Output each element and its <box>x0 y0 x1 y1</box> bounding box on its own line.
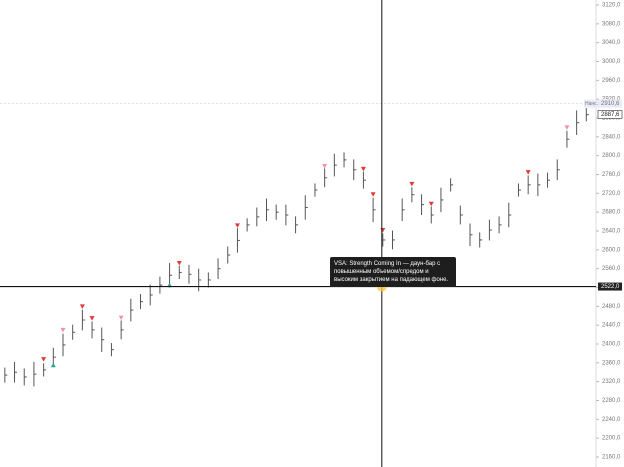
y-tick-label: 3040,0 <box>602 40 621 46</box>
signal-marker <box>79 304 85 309</box>
y-tick-label: 2400,0 <box>602 342 621 348</box>
level-label: 2910,6 <box>601 101 620 107</box>
signal-marker <box>322 164 328 169</box>
signal-marker <box>50 362 56 368</box>
y-tick-label: 2360,0 <box>602 360 621 366</box>
signal-marker <box>89 316 95 321</box>
signal-marker <box>370 192 376 197</box>
signal-marker <box>409 181 415 187</box>
crosshair-label: 2522,0 <box>601 284 620 290</box>
y-tick-label: 2600,0 <box>602 247 621 253</box>
y-tick-label: 3120,0 <box>602 3 621 9</box>
signal-marker <box>428 201 434 207</box>
y-tick-label: 2760,0 <box>602 172 621 178</box>
level-tag: Нанс. <box>585 101 598 107</box>
level-label-box <box>598 99 622 108</box>
signal-marker <box>176 261 182 266</box>
y-tick-label: 2560,0 <box>602 266 621 272</box>
signal-marker <box>234 223 240 228</box>
y-tick-label: 2440,0 <box>602 323 621 329</box>
y-tick-label: 2840,0 <box>602 134 621 140</box>
y-tick-label: 2800,0 <box>602 153 621 159</box>
signal-marker <box>41 357 47 362</box>
y-tick-label: 2960,0 <box>602 78 621 84</box>
signal-marker <box>525 170 531 175</box>
signal-marker <box>60 327 66 333</box>
y-tick-label: 2640,0 <box>602 229 621 235</box>
crosshair-label-box <box>598 282 622 291</box>
signal-marker <box>118 315 124 321</box>
last-price-label: 2887,6 <box>601 112 620 118</box>
y-tick-label: 3080,0 <box>602 21 621 27</box>
signal-marker <box>564 125 570 130</box>
level-tag-box <box>584 99 598 108</box>
y-tick-label: 2680,0 <box>602 210 621 216</box>
y-tick-label: 2160,0 <box>602 455 621 461</box>
signal-marker <box>360 166 366 172</box>
y-tick-label: 2320,0 <box>602 379 621 385</box>
y-tick-label: 3000,0 <box>602 59 621 65</box>
signal-marker <box>380 228 386 233</box>
y-tick-label: 2480,0 <box>602 304 621 310</box>
y-tick-label: 2720,0 <box>602 191 621 197</box>
tooltip: VSA: Strength Coming In — даун-бар с пов… <box>330 257 456 287</box>
y-tick-label: 2200,0 <box>602 436 621 442</box>
y-tick-label: 2240,0 <box>602 417 621 423</box>
last-price-box <box>597 110 623 119</box>
y-tick-label: 2280,0 <box>602 398 621 404</box>
